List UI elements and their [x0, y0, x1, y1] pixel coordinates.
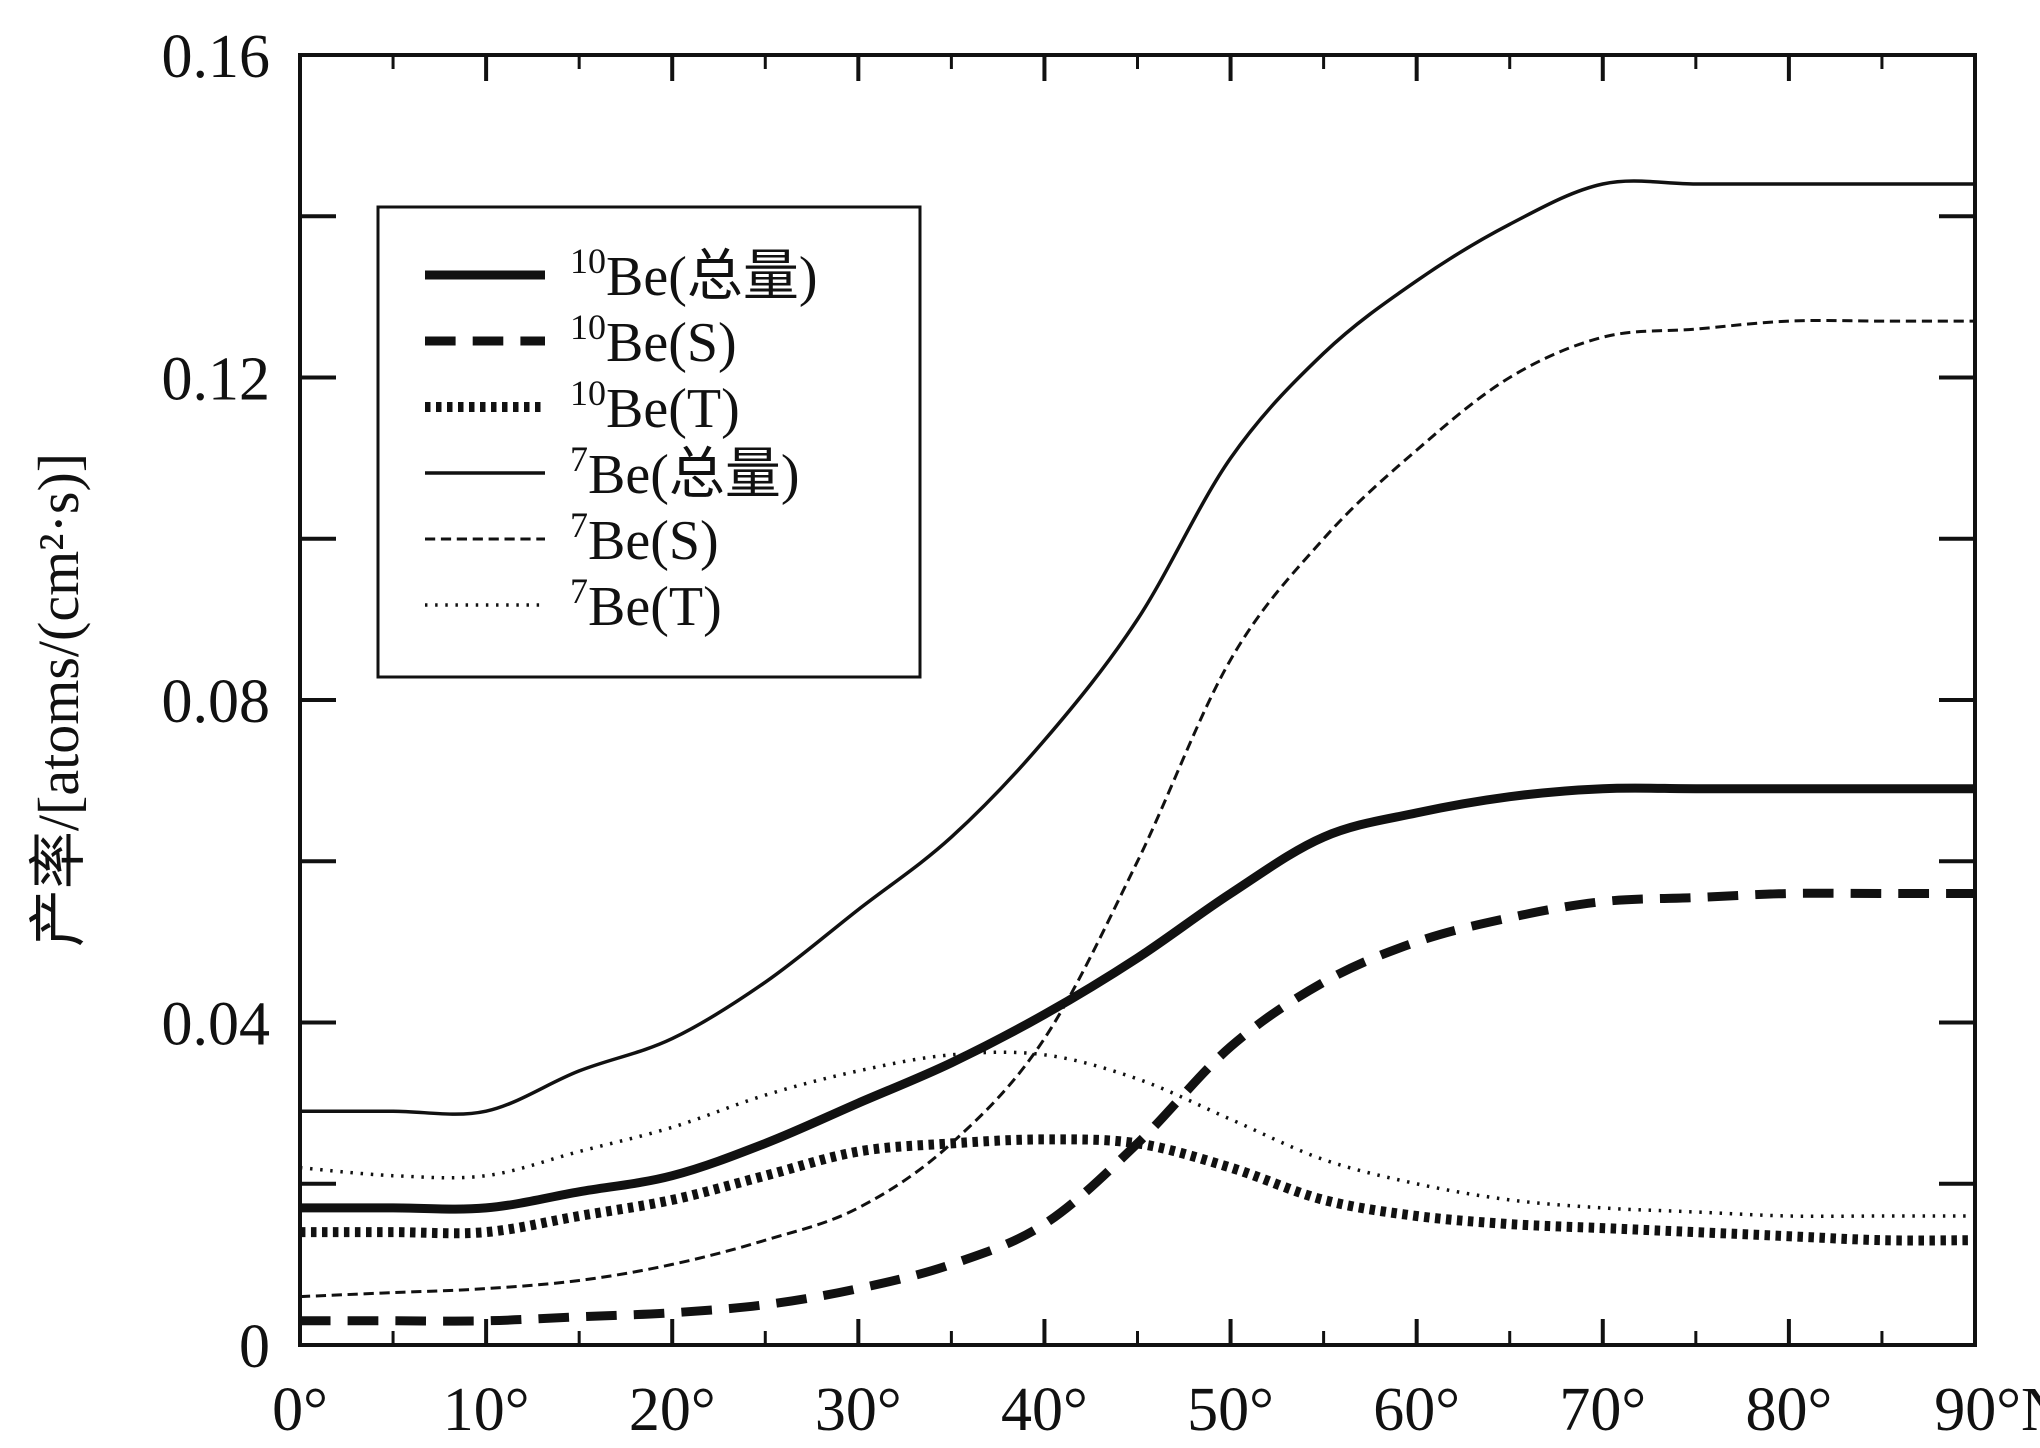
x-tick-label: 10°: [443, 1376, 530, 1444]
y-tick-label: 0.12: [162, 346, 271, 414]
series-line-2: [300, 1134, 1976, 1246]
x-tick-label: 30°: [815, 1376, 902, 1444]
y-tick-label: 0: [239, 1313, 270, 1381]
y-tick-label: 0.08: [162, 668, 271, 736]
y-axis-ticks: 0 0.04 0.08 0.12 0.16: [162, 23, 1975, 1381]
x-tick-label: 80°: [1745, 1376, 1832, 1444]
series-lines: [299, 179, 1976, 1326]
legend-label-3: 7Be(总量): [570, 439, 800, 506]
x-axis-ticks: 0° 10° 20° 30° 40° 50° 60° 70° 80° 90°N: [272, 55, 2040, 1444]
legend-label-0: 10Be(总量): [570, 241, 818, 308]
y-tick-label: 0.16: [162, 23, 271, 91]
legend-label-5: 7Be(T): [570, 571, 722, 638]
legend-label-4: 7Be(S): [570, 505, 719, 572]
series-line-3: [300, 179, 1975, 1116]
y-tick-label: 0.04: [162, 991, 271, 1059]
x-tick-label: 20°: [629, 1376, 716, 1444]
legend-box: [376, 205, 922, 679]
x-tick-label: 60°: [1373, 1376, 1460, 1444]
x-tick-label: 0°: [272, 1376, 328, 1444]
x-tick-label: 70°: [1559, 1376, 1646, 1444]
series-line-4: [299, 318, 1975, 1299]
legend-label-2: 10Be(T): [570, 373, 740, 440]
x-tick-label: 50°: [1187, 1376, 1274, 1444]
legend-label-1: 10Be(S): [570, 307, 737, 374]
series-line-5: [299, 1050, 1975, 1219]
y-axis-label: 产率/[atoms/(cm²·s)]: [26, 453, 91, 947]
x-tick-label: 40°: [1001, 1376, 1088, 1444]
legend: 10Be(总量)10Be(S)10Be(T)7Be(总量)7Be(S)7Be(T…: [376, 205, 922, 679]
x-tick-label: 90°N: [1934, 1376, 2040, 1444]
series-line-0: [299, 783, 1975, 1214]
